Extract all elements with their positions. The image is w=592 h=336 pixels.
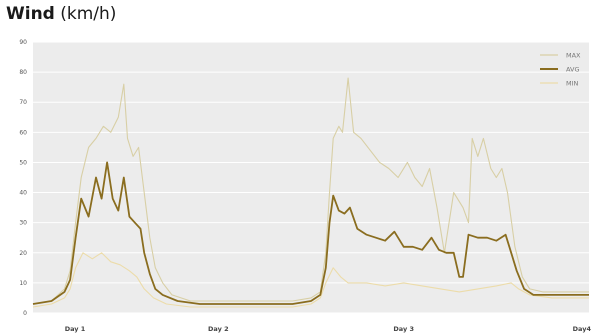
x-tick-label: Day4 — [573, 325, 592, 333]
series-lines — [32, 77, 589, 308]
legend-label-min: MIN — [566, 80, 579, 88]
y-tick-label: 50 — [19, 159, 27, 166]
series-line-max — [32, 77, 589, 305]
y-tick-label: 90 — [19, 39, 27, 46]
series-line-min — [32, 252, 589, 308]
y-tick-label: 30 — [19, 220, 27, 227]
series-line-avg — [32, 161, 589, 305]
y-tick-label: 80 — [19, 69, 27, 76]
x-tick-label: Day 3 — [393, 325, 414, 333]
plot-area-background — [33, 42, 589, 313]
x-tick-label: Day 2 — [208, 325, 229, 333]
chart-title-unit: (km/h) — [60, 4, 117, 24]
grid-lines — [33, 41, 589, 314]
y-tick-label: 40 — [19, 190, 27, 197]
legend-label-max: MAX — [566, 52, 581, 60]
y-tick-label: 10 — [19, 280, 27, 287]
chart-title: Wind (km/h) — [6, 4, 116, 24]
x-axis-ticks: Day 1 Day 2 Day 3 Day4 — [65, 325, 592, 333]
x-tick-label: Day 1 — [65, 325, 86, 333]
legend: MAX AVG MIN — [540, 52, 581, 88]
y-tick-label: 0 — [23, 310, 27, 317]
y-tick-label: 70 — [19, 99, 27, 106]
y-axis-ticks: 0 10 20 30 40 50 60 70 80 90 — [19, 39, 27, 317]
y-tick-label: 20 — [19, 250, 27, 257]
y-tick-label: 60 — [19, 129, 27, 136]
legend-label-avg: AVG — [566, 66, 580, 74]
chart-title-text: Wind — [6, 4, 55, 24]
